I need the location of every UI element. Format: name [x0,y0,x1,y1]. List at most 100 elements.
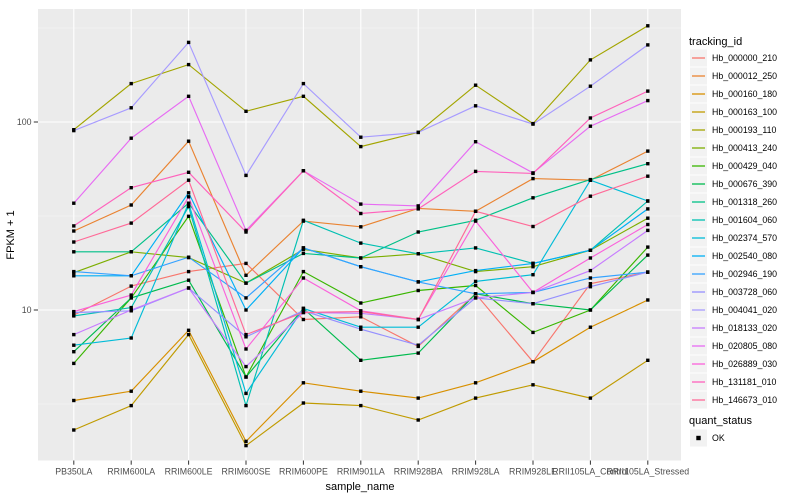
data-point [301,81,306,86]
data-point [359,202,363,206]
data-point [416,252,420,256]
data-point [129,250,133,254]
data-point [129,296,133,300]
data-point [473,283,478,288]
data-point [186,286,191,290]
data-point [531,383,535,387]
data-point [646,174,650,178]
data-point [244,109,248,113]
legend-entry-Hb_002540_080: Hb_002540_080 [690,247,777,265]
data-point [473,381,478,385]
x-tick-label-RRII105LA_Control: RRII105LA_Control [552,467,628,477]
data-point [359,325,363,329]
data-point [531,265,535,269]
data-point [473,246,478,250]
data-point [416,317,420,322]
data-point [244,296,248,300]
plot-panel [38,9,681,461]
data-point [646,98,650,103]
data-point [416,343,420,347]
data-point [129,106,133,110]
data-point [588,276,593,280]
data-point [646,24,650,28]
data-point [359,358,363,362]
legend-key-point [696,435,701,441]
data-point [416,230,420,234]
data-point [646,358,650,362]
data-point [646,270,650,274]
data-point [129,403,133,408]
legend-entry-Hb_000160_180: Hb_000160_180 [690,85,777,103]
x-axis-title: sample_name [325,481,394,493]
legend-entry-label: Hb_000163_100 [712,107,777,117]
legend-entry-label: Hb_002946_190 [712,269,777,279]
data-point [588,178,593,182]
data-point [129,305,133,310]
legend-entry-Hb_018133_020: Hb_018133_020 [690,319,777,337]
data-point [244,173,248,178]
legend-entry-label: Hb_000193_110 [712,125,777,135]
data-point [72,229,76,233]
data-point [72,314,76,318]
data-point [588,84,593,88]
legend-entry-label: Hb_026889_030 [712,359,777,369]
data-point [416,130,420,135]
legend-entry-Hb_003728_060: Hb_003728_060 [690,283,777,301]
data-point [646,43,650,47]
legend-entry-label: Hb_003728_060 [712,287,777,297]
data-point [129,284,133,288]
data-point [186,62,191,67]
chart-panel-layer [38,9,681,461]
legend-entry-label: Hb_000413_240 [712,143,777,153]
y-tick-label: 10 [22,305,32,315]
data-point [72,398,76,403]
x-tick-label-RRIM928BA: RRIM928BA [394,467,443,477]
data-point [416,351,420,355]
data-point [646,216,650,220]
data-point [301,317,306,322]
data-point [301,169,306,173]
data-point [359,144,363,149]
legend-entry-Hb_000163_100: Hb_000163_100 [690,103,777,121]
data-point [244,391,248,396]
data-point [646,245,650,249]
data-point [646,149,650,153]
chart-axis-layer: 10 100 PB350LA RRIM600LA RRIM600LE RRIM600SE R… [17,117,689,477]
legend-entry-label: Hb_000160_180 [712,89,777,99]
legend-entry-Hb_004041_020: Hb_004041_020 [690,301,777,319]
data-point [72,269,76,274]
data-point [129,308,133,312]
data-point [244,230,248,234]
data-point [186,278,191,282]
data-point [473,83,478,87]
data-point [531,122,535,126]
data-point [186,40,191,45]
legend-entry-label: Hb_000012_250 [712,71,777,81]
legend-entry-Hb_000413_240: Hb_000413_240 [690,139,777,157]
data-point [301,381,306,385]
data-point [359,265,363,269]
legend-entry-label: Hb_000000_210 [712,53,777,63]
x-tick-label-RRII105LA_Stressed: RRII105LA_Stressed [606,467,689,477]
data-point [588,124,593,128]
data-point [359,389,363,393]
legend-entry-label: Hb_146673_010 [712,395,777,405]
data-point [473,292,478,296]
data-point [301,269,306,274]
data-point [359,241,363,245]
data-point [473,169,478,174]
data-point [186,195,191,199]
data-point [588,194,593,198]
legend-entry-Hb_002946_190: Hb_002946_190 [690,265,777,283]
legend-entry-label: Hb_002374_570 [712,233,777,243]
data-point [244,443,248,448]
data-point [186,255,191,259]
data-point [244,364,248,369]
data-point [473,140,478,144]
data-point [359,225,363,229]
data-point [588,58,593,62]
data-point [588,396,593,400]
data-point [129,221,133,225]
data-point [416,204,420,208]
data-point [473,104,478,108]
